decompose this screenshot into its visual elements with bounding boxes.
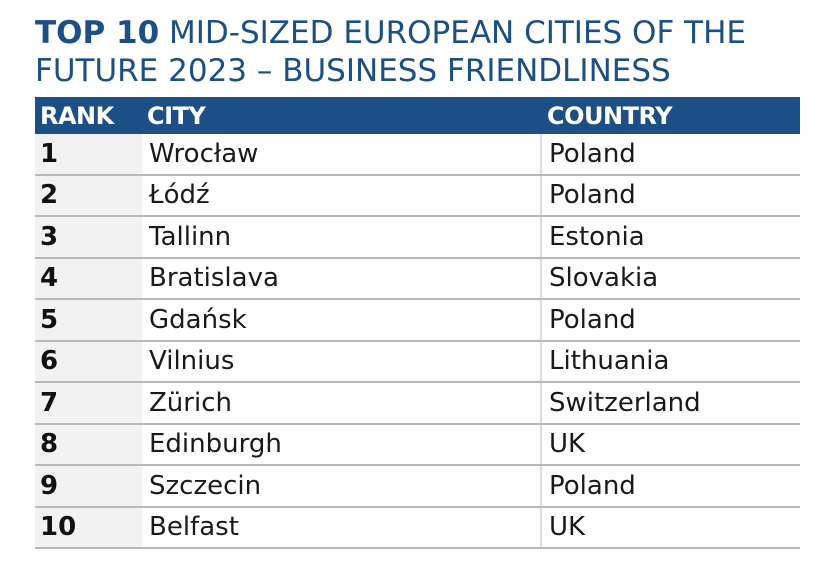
country-cell: Poland bbox=[549, 180, 636, 211]
city-cell: Gdańsk bbox=[142, 300, 542, 340]
table-row: 8 Edinburgh UK bbox=[35, 424, 800, 466]
city-cell: Szczecin bbox=[142, 466, 542, 506]
rank-cell: 9 bbox=[35, 466, 142, 506]
city-cell: Edinburgh bbox=[142, 424, 542, 464]
table-header: RANK CITY COUNTRY bbox=[35, 97, 800, 134]
rank-cell: 5 bbox=[35, 300, 142, 340]
country-cell: Lithuania bbox=[549, 346, 670, 377]
rank-cell: 2 bbox=[35, 175, 142, 215]
rank-cell: 1 bbox=[35, 134, 142, 174]
table-row: 3 Tallinn Estonia bbox=[35, 217, 800, 259]
rank-cell: 4 bbox=[35, 258, 142, 298]
page-title: TOP 10 MID-SIZED EUROPEAN CITIES OF THE … bbox=[35, 14, 825, 90]
rank-cell: 10 bbox=[35, 507, 142, 547]
country-cell: Estonia bbox=[549, 221, 645, 252]
title-bold-part: TOP 10 bbox=[35, 15, 160, 51]
table-row: 9 Szczecin Poland bbox=[35, 466, 800, 508]
rank-cell: 6 bbox=[35, 341, 142, 381]
table-row: 1 Wrocław Poland bbox=[35, 134, 800, 176]
country-cell: UK bbox=[549, 512, 586, 543]
table-row: 6 Vilnius Lithuania bbox=[35, 341, 800, 383]
city-cell: Belfast bbox=[142, 507, 542, 547]
country-cell: Poland bbox=[549, 470, 636, 501]
rank-cell: 7 bbox=[35, 383, 142, 423]
table-row: 5 Gdańsk Poland bbox=[35, 300, 800, 342]
title-rest: MID-SIZED EUROPEAN CITIES OF THE FUTURE … bbox=[35, 15, 746, 89]
table-row: 4 Bratislava Slovakia bbox=[35, 258, 800, 300]
header-rank: RANK bbox=[40, 101, 114, 130]
header-country: COUNTRY bbox=[547, 101, 673, 130]
city-cell: Tallinn bbox=[142, 217, 542, 257]
country-cell: Slovakia bbox=[549, 263, 659, 294]
city-cell: Zürich bbox=[142, 383, 542, 423]
country-cell: Poland bbox=[549, 138, 636, 169]
table-row: 10 Belfast UK bbox=[35, 507, 800, 549]
city-cell: Bratislava bbox=[142, 258, 542, 298]
city-cell: Łódź bbox=[142, 175, 542, 215]
country-cell: Switzerland bbox=[549, 387, 701, 418]
city-cell: Wrocław bbox=[142, 134, 542, 174]
ranking-table: RANK CITY COUNTRY 1 Wrocław Poland 2 Łód… bbox=[35, 97, 800, 549]
rank-cell: 3 bbox=[35, 217, 142, 257]
table-row: 7 Zürich Switzerland bbox=[35, 383, 800, 425]
country-cell: UK bbox=[549, 429, 586, 460]
header-city: CITY bbox=[147, 101, 206, 130]
country-cell: Poland bbox=[549, 304, 636, 335]
table-row: 2 Łódź Poland bbox=[35, 175, 800, 217]
rank-cell: 8 bbox=[35, 424, 142, 464]
city-cell: Vilnius bbox=[142, 341, 542, 381]
